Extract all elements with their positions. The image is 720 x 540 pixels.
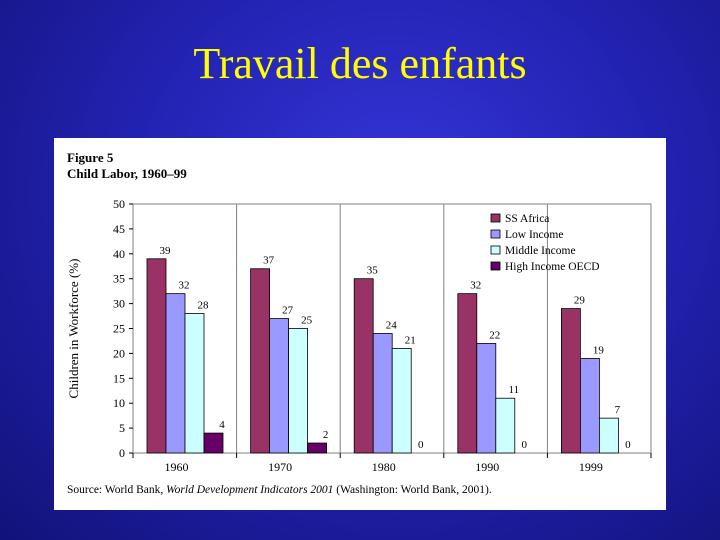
y-tick-label: 25 bbox=[113, 322, 125, 336]
bar-value-label: 0 bbox=[522, 439, 528, 451]
bar bbox=[476, 343, 497, 454]
bar bbox=[495, 397, 516, 454]
y-tick-label: 10 bbox=[113, 396, 125, 410]
bar-value-label: 32 bbox=[179, 280, 190, 292]
source-title: World Development Indicators 2001 bbox=[166, 484, 334, 496]
y-tick-label: 45 bbox=[113, 222, 125, 236]
y-tick-label: 40 bbox=[113, 247, 125, 261]
x-tick-label: 1960 bbox=[165, 460, 189, 474]
bar-value-label: 27 bbox=[282, 305, 294, 317]
x-tick-label: 1970 bbox=[268, 460, 292, 474]
bar-value-label: 28 bbox=[198, 300, 210, 312]
slide-title: Travail des enfants bbox=[193, 39, 527, 88]
y-tick-label: 50 bbox=[113, 197, 125, 211]
source-note: Source: World Bank, World Development In… bbox=[67, 484, 492, 496]
legend-label: Middle Income bbox=[505, 245, 576, 257]
bar bbox=[288, 328, 309, 454]
bar-value-label: 25 bbox=[301, 315, 313, 327]
legend-swatch bbox=[490, 261, 501, 271]
bar bbox=[250, 268, 271, 454]
bar bbox=[353, 278, 374, 454]
bar bbox=[165, 293, 186, 454]
bar-value-label: 22 bbox=[489, 329, 500, 341]
bar-value-label: 4 bbox=[219, 419, 225, 431]
y-axis-title: Children in Workforce (%) bbox=[66, 259, 81, 399]
legend-label: Low Income bbox=[505, 229, 563, 241]
y-tick-label: 5 bbox=[119, 421, 125, 435]
legend-swatch bbox=[490, 229, 501, 239]
bar-value-label: 32 bbox=[470, 280, 481, 292]
legend-swatch bbox=[490, 245, 501, 255]
bar bbox=[184, 313, 205, 454]
bar bbox=[580, 357, 600, 454]
source-suffix: (Washington: World Bank, 2001). bbox=[333, 484, 492, 496]
legend-label: SS Africa bbox=[505, 213, 549, 225]
bar bbox=[307, 442, 328, 454]
figure-panel: Figure 5 Child Labor, 1960–99 0 5 10 15 20 25… bbox=[54, 138, 666, 510]
x-tick-label: 1990 bbox=[475, 460, 499, 474]
bar bbox=[560, 308, 581, 454]
y-tick-label: 35 bbox=[113, 272, 125, 286]
bar bbox=[457, 293, 478, 454]
bar-value-label: 0 bbox=[625, 439, 631, 451]
bar bbox=[269, 318, 290, 454]
bar-value-label: 29 bbox=[574, 295, 586, 307]
bar-value-label: 7 bbox=[615, 404, 621, 416]
y-tick-label: 0 bbox=[119, 446, 125, 460]
legend-swatch bbox=[490, 213, 501, 223]
bar-value-label: 21 bbox=[405, 334, 416, 346]
bar bbox=[372, 333, 393, 454]
y-tick-label: 30 bbox=[113, 297, 125, 311]
bar bbox=[146, 258, 167, 454]
source-prefix: Source: World Bank, bbox=[67, 484, 167, 496]
bar bbox=[203, 432, 224, 454]
legend-label: High Income OECD bbox=[505, 261, 600, 273]
bar-value-label: 24 bbox=[386, 319, 398, 331]
bar-value-label: 0 bbox=[418, 439, 424, 451]
bar-value-label: 37 bbox=[263, 255, 275, 267]
bar-value-label: 35 bbox=[367, 265, 379, 277]
x-tick-label: 1999 bbox=[579, 460, 603, 474]
bar-value-label: 19 bbox=[593, 344, 605, 356]
figure-title: Child Labor, 1960–99 bbox=[67, 166, 187, 181]
y-tick-label: 15 bbox=[113, 371, 125, 385]
bar bbox=[599, 417, 619, 454]
bar-value-label: 11 bbox=[509, 384, 520, 396]
bar bbox=[391, 348, 412, 454]
bar-value-label: 39 bbox=[160, 245, 172, 257]
y-tick-label: 20 bbox=[113, 346, 125, 360]
figure-label: Figure 5 bbox=[67, 150, 114, 165]
x-tick-label: 1980 bbox=[372, 460, 396, 474]
bar-value-label: 2 bbox=[323, 429, 329, 441]
